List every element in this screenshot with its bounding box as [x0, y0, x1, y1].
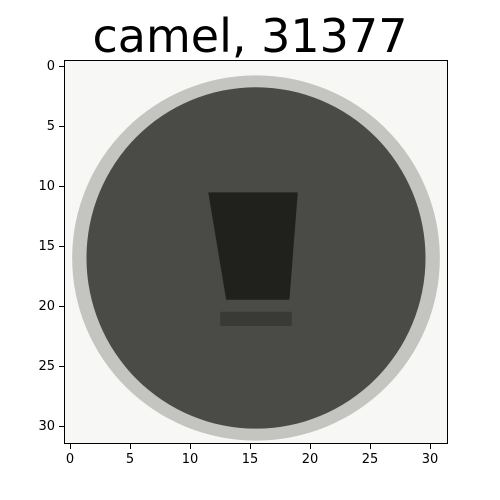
x-tick-mark [429, 444, 431, 449]
image-pixels [65, 61, 447, 443]
figure-title: camel, 31377 [92, 9, 408, 63]
x-tick-mark [369, 444, 371, 449]
y-tick-mark [59, 365, 64, 367]
x-tick-label: 0 [65, 452, 75, 467]
y-tick-label: 30 [38, 418, 55, 434]
x-tick-mark [129, 444, 131, 449]
y-tick-mark [59, 65, 64, 67]
x-tick-mark [69, 444, 71, 449]
y-tick-label: 20 [38, 298, 55, 314]
x-tick-mark [249, 444, 251, 449]
x-tick-label: 15 [241, 452, 259, 467]
x-tick-label: 10 [181, 452, 199, 467]
y-tick-label: 0 [46, 58, 55, 74]
y-tick-label: 15 [38, 238, 55, 254]
x-tick-label: 30 [421, 452, 439, 467]
x-tick-mark [189, 444, 191, 449]
y-tick-mark [59, 425, 64, 427]
x-tick-label: 25 [361, 452, 379, 467]
x-tick-mark [309, 444, 311, 449]
x-tick-label: 5 [125, 452, 135, 467]
y-tick-label: 10 [38, 178, 55, 194]
x-tick-label: 20 [301, 452, 319, 467]
image-axes [64, 60, 448, 444]
y-tick-mark [59, 125, 64, 127]
y-tick-label: 5 [46, 118, 55, 134]
y-tick-mark [59, 245, 64, 247]
y-tick-mark [59, 305, 64, 307]
y-tick-label: 25 [38, 358, 55, 374]
y-tick-mark [59, 185, 64, 187]
